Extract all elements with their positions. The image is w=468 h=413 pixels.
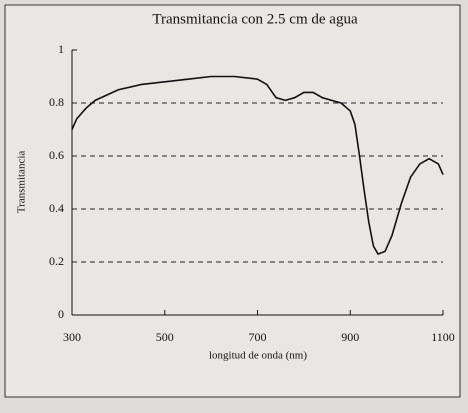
y-tick-label: 0.2	[49, 254, 64, 268]
x-tick-label: 1100	[431, 330, 455, 344]
y-axis-label: Transmitancia	[16, 151, 28, 214]
x-tick-label: 300	[63, 330, 81, 344]
x-tick-label: 900	[341, 330, 359, 344]
data-line	[71, 75, 444, 256]
y-tick-label: 0.8	[49, 95, 64, 109]
y-tick-label: 1	[58, 42, 64, 56]
x-tick-label: 700	[249, 330, 267, 344]
chart-title: Transmitancia con 2.5 cm de agua	[152, 11, 358, 27]
chart-frame	[4, 4, 461, 398]
y-tick-label: 0.6	[49, 148, 64, 162]
y-tick-label: 0.4	[49, 201, 64, 215]
x-axis-label: longitud de onda (nm)	[209, 350, 307, 362]
y-tick-label: 0	[58, 307, 64, 321]
x-tick-label: 500	[156, 330, 174, 344]
